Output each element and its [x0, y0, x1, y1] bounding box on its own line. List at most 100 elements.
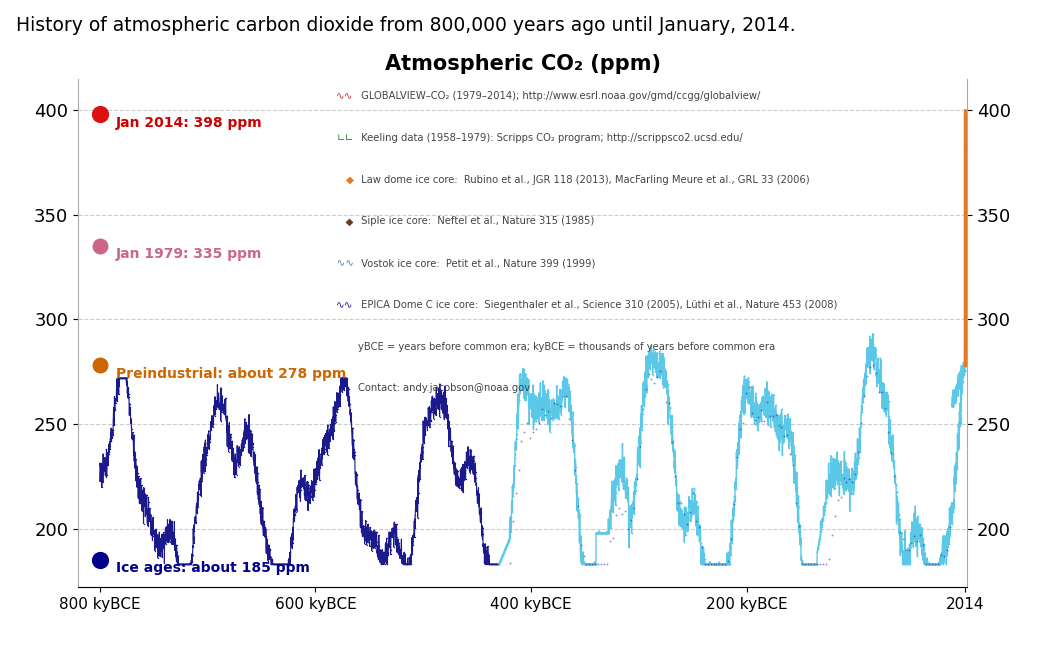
Point: [957, 105, 973, 115]
Point: [957, 311, 973, 321]
Point: [957, 289, 973, 300]
Point: [957, 359, 973, 370]
Point: [957, 312, 973, 323]
Point: [957, 355, 973, 365]
Point: [957, 359, 973, 370]
Point: [957, 246, 973, 256]
Text: Vostok ice core:  Petit et al., Nature 399 (1999): Vostok ice core: Petit et al., Nature 39…: [358, 258, 596, 268]
Point: [957, 197, 973, 207]
Point: [957, 318, 973, 329]
Point: [957, 267, 973, 277]
Point: [957, 349, 973, 359]
Point: [957, 266, 973, 277]
Point: [957, 203, 973, 213]
Point: [92, 360, 108, 371]
Point: [957, 293, 973, 303]
Point: [957, 360, 973, 371]
Point: [957, 130, 973, 140]
Point: [957, 316, 973, 327]
Point: [957, 180, 973, 191]
Point: [957, 288, 973, 298]
Point: [957, 286, 973, 297]
Point: [957, 358, 973, 369]
Point: [957, 276, 973, 287]
Point: [957, 176, 973, 186]
Point: [957, 184, 973, 194]
Text: Jan 1979: 335 ppm: Jan 1979: 335 ppm: [116, 247, 263, 262]
Point: [957, 337, 973, 348]
Point: [957, 232, 973, 243]
Point: [957, 171, 973, 181]
Point: [957, 110, 973, 120]
Point: [957, 263, 973, 274]
Point: [957, 354, 973, 365]
Point: [957, 259, 973, 270]
Point: [957, 333, 973, 343]
Point: [957, 337, 973, 347]
Point: [957, 299, 973, 310]
Point: [957, 295, 973, 305]
Point: [957, 215, 973, 226]
Point: [957, 251, 973, 261]
Point: [957, 200, 973, 211]
Point: [957, 277, 973, 288]
Point: [957, 115, 973, 125]
Point: [957, 138, 973, 149]
Point: [957, 350, 973, 361]
Point: [957, 245, 973, 256]
Point: [957, 150, 973, 161]
Point: [957, 127, 973, 138]
Point: [957, 338, 973, 348]
Point: [957, 274, 973, 285]
Point: [957, 342, 973, 353]
Point: [957, 359, 973, 369]
Point: [957, 229, 973, 239]
Text: Ice ages: about 185 ppm: Ice ages: about 185 ppm: [116, 562, 310, 575]
Point: [957, 117, 973, 128]
Point: [957, 357, 973, 367]
Text: Siple ice core:  Neftel et al., Nature 315 (1985): Siple ice core: Neftel et al., Nature 31…: [358, 216, 594, 226]
Point: [957, 316, 973, 326]
Point: [957, 360, 973, 371]
Point: [957, 133, 973, 144]
Point: [957, 122, 973, 133]
Point: [957, 123, 973, 133]
Point: [957, 356, 973, 367]
Point: [957, 319, 973, 329]
Point: [957, 219, 973, 230]
Point: [957, 294, 973, 304]
Point: [957, 343, 973, 354]
Point: [957, 321, 973, 332]
Point: [957, 218, 973, 229]
Point: [957, 344, 973, 354]
Point: [957, 319, 973, 330]
Point: [957, 178, 973, 189]
Point: [957, 238, 973, 249]
Point: [957, 358, 973, 368]
Text: Keeling data (1958–1979): Scripps CO₂ program; http://scrippsco2.ucsd.edu/: Keeling data (1958–1979): Scripps CO₂ pr…: [358, 133, 743, 143]
Point: [957, 112, 973, 122]
Point: [957, 293, 973, 304]
Point: [957, 315, 973, 325]
Point: [957, 302, 973, 312]
Point: [957, 360, 973, 371]
Point: [957, 332, 973, 342]
Point: [957, 241, 973, 252]
Point: [957, 182, 973, 193]
Point: [957, 236, 973, 246]
Point: [957, 107, 973, 117]
Text: Law dome ice core:  Rubino et al., JGR 118 (2013), MacFarling Meure et al., GRL : Law dome ice core: Rubino et al., JGR 11…: [358, 174, 810, 185]
Point: [957, 326, 973, 337]
Point: [957, 198, 973, 209]
Point: [957, 298, 973, 309]
Point: [957, 148, 973, 159]
Point: [957, 321, 973, 331]
Point: [957, 285, 973, 295]
Point: [957, 186, 973, 197]
Point: [957, 295, 973, 305]
Text: ◆: ◆: [345, 174, 354, 185]
Point: [957, 152, 973, 163]
Point: [957, 298, 973, 308]
Point: [957, 222, 973, 232]
Text: GLOBALVIEW–CO₂ (1979–2014); http://www.esrl.noaa.gov/gmd/ccgg/globalview/: GLOBALVIEW–CO₂ (1979–2014); http://www.e…: [358, 91, 760, 102]
